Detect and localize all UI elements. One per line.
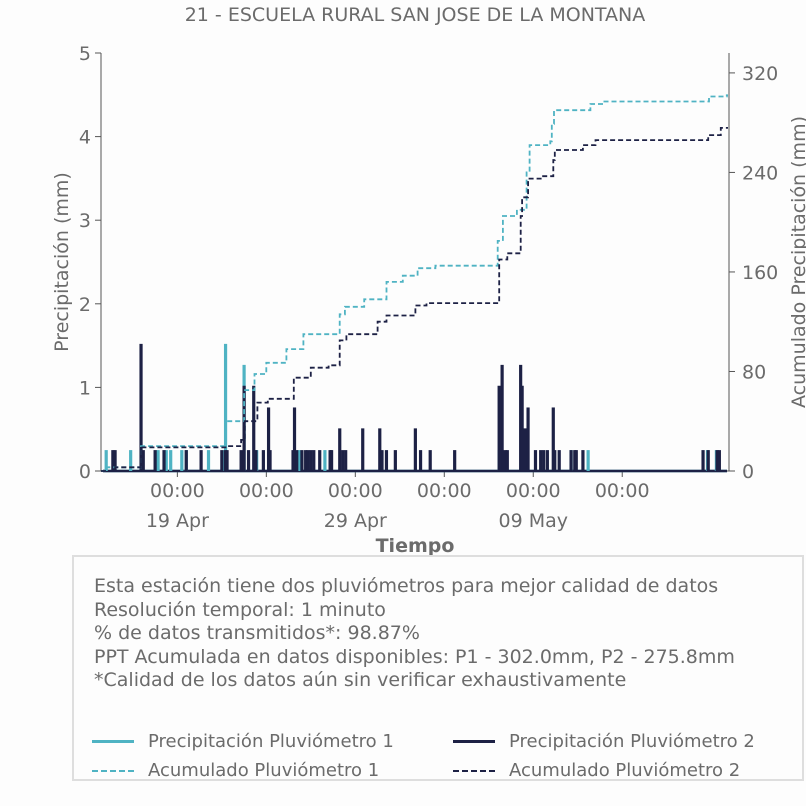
legend-item-p1: Precipitación Pluviómetro 1 [92,731,394,752]
y2-tick-label: 160 [742,262,778,284]
x-tick-label: 00:00 [506,480,561,502]
x-tick-label: 00:00 [150,480,205,502]
y-tick-label: 0 [79,461,91,483]
info-line: % de datos transmitidos*: 98.87% [94,622,420,644]
x-tick-label: 00:00 [328,480,383,502]
info-line: PPT Acumulada en datos disponibles: P1 -… [94,645,735,668]
y2-tick-label: 80 [742,361,766,383]
legend-label: Acumulado Pluviómetro 1 [148,760,380,781]
y-tick-label: 2 [79,294,91,316]
legend-swatch [92,769,134,772]
legend-label: Acumulado Pluviómetro 2 [509,760,741,781]
info-line: *Calidad de los datos aún sin verificar … [94,669,627,691]
y-axis-label: Precipitación (mm) [51,172,73,352]
legend-item-p2: Precipitación Pluviómetro 2 [453,731,755,752]
cumulative-line [101,127,728,472]
y2-tick-label: 240 [742,162,778,184]
info-line: Resolución temporal: 1 minuto [94,598,386,621]
legend-label: Precipitación Pluviómetro 1 [148,731,394,752]
info-box: Esta estación tiene dos pluviómetros par… [72,555,804,781]
x-date-label: 29 Apr [324,510,387,532]
x-date-label: 19 Apr [146,510,209,532]
x-date-label: 09 May [499,510,569,532]
info-line: Esta estación tiene dos pluviómetros par… [94,575,719,597]
y2-axis-label: Acumulado Precipitación (mm) [788,116,806,408]
x-tick-label: 00:00 [239,480,294,502]
chart-title: 21 - ESCUELA RURAL SAN JOSE DE LA MONTAN… [185,4,646,26]
legend-item-acc2: Acumulado Pluviómetro 2 [453,760,740,781]
x-axis-label: Tiempo [376,535,455,557]
x-tick-label: 00:00 [417,480,472,502]
legend-item-acc1: Acumulado Pluviómetro 1 [92,760,379,781]
y2-tick-label: 320 [742,63,778,85]
legend-swatch [453,740,495,743]
cumulative-line [101,94,728,472]
y-tick-label: 4 [79,127,91,149]
legend-label: Precipitación Pluviómetro 2 [509,731,755,752]
y2-tick-label: 0 [742,461,754,483]
y-tick-label: 1 [79,377,91,399]
chart: 21 - ESCUELA RURAL SAN JOSE DE LA MONTAN… [51,4,806,557]
info-text: Esta estación tiene dos pluviómetros par… [94,575,735,693]
legend-swatch [92,740,134,743]
y-tick-label: 3 [79,210,91,232]
y-tick-label: 5 [79,43,91,65]
x-tick-label: 00:00 [595,480,650,502]
legend-swatch [453,769,495,772]
plot-area: 0 1 2 3 4 5 0 80 160 240 320 00:00 19 Apr 00:00 00:00 2… [79,43,778,532]
